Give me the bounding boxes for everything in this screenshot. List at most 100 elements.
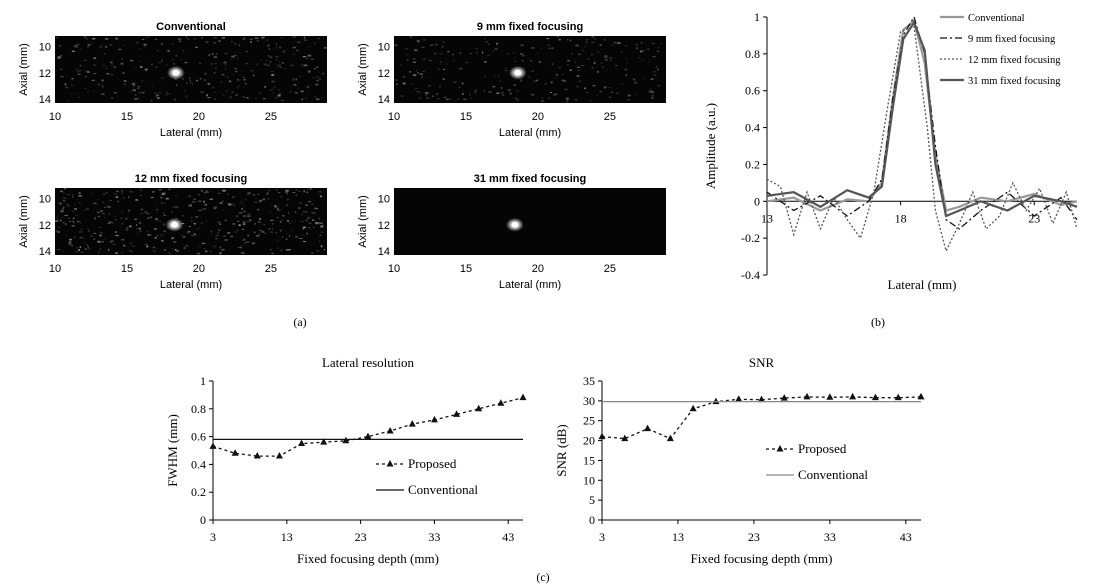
speckle — [316, 98, 320, 101]
speckle — [187, 38, 189, 40]
speckle — [191, 201, 195, 203]
speckle — [137, 97, 141, 99]
speckle — [465, 61, 469, 64]
y-axis-label: Axial (mm) — [357, 43, 369, 96]
x-tick-label: 10 — [388, 111, 400, 123]
speckle — [402, 82, 406, 85]
speckle — [79, 246, 82, 248]
speckle — [90, 235, 94, 237]
speckle — [114, 231, 118, 233]
speckle — [108, 213, 110, 216]
speckle — [56, 216, 58, 218]
speckle — [131, 244, 133, 246]
speckle — [258, 221, 261, 223]
speckle — [243, 82, 246, 84]
speckle — [211, 198, 213, 200]
speckle — [157, 50, 159, 52]
speckle — [185, 36, 188, 38]
y-tick-label: 0 — [754, 194, 760, 208]
speckle — [230, 235, 234, 238]
speckle — [286, 204, 288, 206]
speckle — [603, 86, 607, 88]
speckle — [648, 91, 652, 93]
speckle — [536, 52, 539, 55]
speckle — [289, 90, 292, 93]
speckle — [610, 60, 612, 62]
speckle — [173, 241, 177, 243]
speckle — [548, 47, 551, 50]
chart-title: Lateral resolution — [322, 355, 415, 370]
speckle — [60, 55, 62, 57]
speckle — [131, 83, 134, 85]
speckle — [138, 227, 141, 230]
speckle — [270, 71, 274, 73]
speckle — [297, 41, 301, 44]
speckle — [242, 204, 245, 206]
speckle — [86, 228, 89, 230]
speckle — [642, 77, 646, 80]
speckle — [93, 73, 97, 74]
speckle — [436, 98, 441, 100]
speckle — [501, 91, 504, 94]
speckle — [542, 97, 544, 99]
speckle — [414, 49, 418, 52]
speckle — [174, 249, 177, 251]
speckle — [188, 204, 192, 207]
speckle — [578, 53, 581, 55]
speckle — [77, 73, 81, 76]
speckle — [428, 85, 431, 87]
speckle — [653, 71, 656, 73]
chart-title: SNR — [749, 355, 775, 370]
speckle — [57, 202, 60, 204]
speckle — [441, 46, 444, 48]
speckle — [276, 247, 280, 249]
speckle — [74, 203, 76, 205]
x-tick-label: 20 — [532, 111, 544, 123]
speckle — [229, 96, 233, 99]
speckle — [276, 189, 278, 191]
speckle — [555, 93, 558, 95]
speckle — [218, 40, 221, 42]
speckle — [485, 41, 488, 43]
speckle — [536, 79, 539, 82]
speckle — [95, 203, 98, 205]
image-title: 12 mm fixed focusing — [135, 173, 247, 185]
speckle — [297, 207, 301, 209]
speckle — [243, 210, 246, 213]
speckle — [585, 41, 587, 43]
speckle — [72, 217, 75, 219]
speckle — [606, 69, 608, 70]
speckle — [111, 64, 113, 66]
speckle — [488, 91, 492, 93]
x-tick-label: 18 — [895, 211, 907, 225]
speckle — [191, 217, 193, 219]
speckle — [233, 55, 237, 56]
speckle — [531, 94, 535, 96]
speckle — [303, 226, 306, 228]
speckle — [87, 46, 90, 48]
speckle — [101, 93, 105, 96]
speckle — [59, 68, 63, 70]
speckle — [99, 46, 102, 49]
speckle — [150, 216, 153, 219]
legend-label: Conventional — [798, 467, 868, 482]
speckle — [134, 218, 137, 220]
speckle — [217, 192, 221, 194]
x-tick-label: 10 — [388, 263, 400, 275]
y-tick-label: 10 — [378, 42, 390, 54]
speckle — [647, 48, 649, 51]
speckle — [316, 250, 319, 252]
speckle — [185, 95, 188, 98]
speckle — [112, 243, 116, 245]
speckle — [318, 240, 321, 243]
speckle — [134, 83, 136, 85]
speckle — [531, 47, 535, 49]
speckle — [540, 47, 542, 49]
speckle — [175, 206, 179, 208]
speckle — [58, 44, 62, 47]
point-target-core — [170, 221, 178, 228]
speckle — [521, 59, 524, 62]
speckle — [205, 250, 208, 253]
speckle — [196, 79, 199, 82]
speckle — [210, 230, 212, 233]
